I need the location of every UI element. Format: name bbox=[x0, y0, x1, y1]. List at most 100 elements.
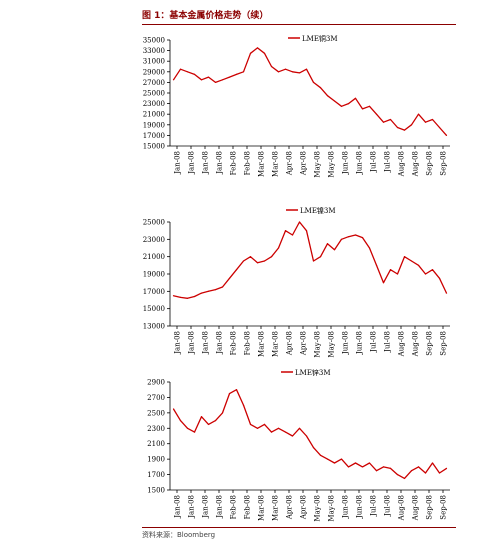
data-point bbox=[242, 71, 245, 73]
data-point bbox=[256, 47, 259, 49]
data-point bbox=[263, 423, 266, 425]
bottom-rule bbox=[142, 527, 456, 528]
y-tick-label: 15000 bbox=[143, 143, 165, 151]
y-tick-label: 21000 bbox=[143, 253, 165, 261]
x-tick-label: Jul-08 bbox=[384, 331, 392, 353]
x-tick-label: Aug-08 bbox=[412, 495, 420, 521]
zinc-price-chart: 2900 2700 2500 2300 2100 1900 1700 1500 Jan-08 Ja… bbox=[147, 368, 450, 522]
data-point bbox=[326, 458, 329, 460]
data-point bbox=[361, 466, 364, 468]
y-tick-label: 2100 bbox=[147, 440, 165, 448]
data-point bbox=[382, 121, 385, 123]
data-point bbox=[207, 76, 210, 78]
data-point bbox=[410, 260, 413, 262]
y-tick-label: 25000 bbox=[143, 219, 165, 227]
x-tick-label: Jun-08 bbox=[356, 495, 364, 519]
y-tick-label: 13000 bbox=[143, 323, 165, 331]
data-point bbox=[284, 68, 287, 70]
legend-label: LME锌3M bbox=[295, 368, 331, 377]
data-point bbox=[354, 97, 357, 99]
data-point bbox=[200, 416, 203, 418]
x-tick-label: Aug-08 bbox=[412, 331, 420, 357]
data-point bbox=[256, 427, 259, 429]
data-point bbox=[186, 297, 189, 299]
x-tick-label: Feb-08 bbox=[244, 495, 252, 519]
data-point bbox=[242, 404, 245, 406]
x-tick-label: May-08 bbox=[314, 495, 322, 522]
data-point bbox=[438, 277, 441, 279]
data-point bbox=[368, 105, 371, 107]
legend-label: LME铜3M bbox=[302, 34, 338, 43]
title-rule bbox=[142, 24, 456, 25]
legend-label: LME镍3M bbox=[300, 206, 336, 215]
data-point bbox=[298, 427, 301, 429]
data-point bbox=[319, 454, 322, 456]
data-point bbox=[228, 76, 231, 78]
data-point bbox=[193, 431, 196, 433]
data-point bbox=[361, 108, 364, 110]
x-tick-label: May-08 bbox=[314, 331, 322, 358]
data-point bbox=[207, 290, 210, 292]
x-tick-label: Sep-08 bbox=[440, 495, 448, 520]
x-tick-label: Apr-08 bbox=[286, 151, 294, 176]
data-point bbox=[235, 73, 238, 75]
data-point bbox=[277, 247, 280, 249]
x-tick-label: Feb-08 bbox=[230, 331, 238, 355]
data-point bbox=[263, 52, 266, 54]
data-point bbox=[347, 103, 350, 105]
y-tick-label: 1900 bbox=[147, 456, 165, 464]
series-line bbox=[173, 221, 448, 299]
x-tick-label: Apr-08 bbox=[286, 331, 294, 356]
data-point bbox=[214, 289, 217, 291]
data-point bbox=[284, 431, 287, 433]
data-point bbox=[319, 87, 322, 89]
data-point bbox=[340, 238, 343, 240]
x-tick-label: Jan-08 bbox=[202, 331, 210, 355]
data-point bbox=[172, 408, 175, 410]
data-point bbox=[410, 124, 413, 126]
x-tick-label: Jul-08 bbox=[370, 331, 378, 353]
x-tick-label: Jun-08 bbox=[356, 331, 364, 355]
data-point bbox=[382, 466, 385, 468]
y-tick-label: 19000 bbox=[143, 121, 165, 129]
y-tick-label: 1700 bbox=[147, 471, 165, 479]
y-tick-label: 29000 bbox=[143, 68, 165, 76]
x-tick-label: Mar-08 bbox=[272, 151, 280, 177]
data-point bbox=[305, 68, 308, 70]
x-tick-label: Jan-08 bbox=[216, 151, 224, 175]
data-point bbox=[214, 81, 217, 83]
data-point bbox=[354, 462, 357, 464]
x-tick-label: Feb-08 bbox=[230, 151, 238, 175]
y-tick-label: 35000 bbox=[143, 37, 165, 45]
nickel-price-chart: 25000 23000 21000 19000 17000 15000 13000 Jan-0… bbox=[143, 206, 450, 358]
data-point bbox=[375, 113, 378, 115]
x-tick-label: Sep-08 bbox=[426, 495, 434, 520]
y-tick-label: 19000 bbox=[143, 271, 165, 279]
x-tick-label: May-08 bbox=[328, 331, 336, 358]
data-point bbox=[263, 260, 266, 262]
x-tick-label: Jul-08 bbox=[370, 495, 378, 517]
y-tick-label: 25000 bbox=[143, 90, 165, 98]
data-point bbox=[361, 237, 364, 239]
data-point bbox=[347, 236, 350, 238]
data-point bbox=[347, 466, 350, 468]
x-tick-label: Jul-08 bbox=[384, 495, 392, 517]
data-point bbox=[354, 234, 357, 236]
x-tick-label: Jul-08 bbox=[370, 151, 378, 173]
x-tick-label: Aug-08 bbox=[398, 495, 406, 521]
data-point bbox=[312, 447, 315, 449]
data-point bbox=[319, 256, 322, 258]
data-point bbox=[333, 249, 336, 251]
x-tick-label: May-08 bbox=[314, 151, 322, 178]
y-tick-label: 17000 bbox=[143, 132, 165, 140]
data-point bbox=[207, 423, 210, 425]
data-point bbox=[417, 466, 420, 468]
data-point bbox=[424, 472, 427, 474]
data-point bbox=[179, 68, 182, 70]
data-point bbox=[228, 277, 231, 279]
data-point bbox=[312, 260, 315, 262]
data-point bbox=[333, 100, 336, 102]
x-tick-label: Mar-08 bbox=[272, 495, 280, 521]
x-tick-label: Mar-08 bbox=[272, 331, 280, 357]
data-point bbox=[291, 234, 294, 236]
